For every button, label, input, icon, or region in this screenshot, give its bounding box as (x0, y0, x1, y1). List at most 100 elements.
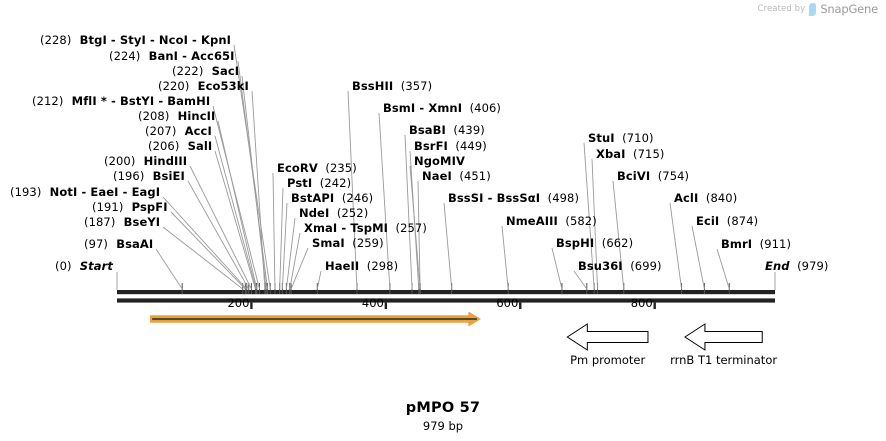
enzyme-position: (196) (113, 169, 145, 183)
enzyme-label[interactable]: NaeI (451) (422, 170, 491, 183)
enzyme-label[interactable]: SmaI (259) (312, 237, 384, 250)
enzyme-position: (222) (172, 64, 204, 78)
enzyme-label[interactable]: (220) Eco53kI (158, 80, 249, 93)
enzyme-position: (699) (622, 259, 662, 273)
snapgene-watermark: Created by SnapGene (757, 2, 879, 16)
enzyme-name: AccI (176, 124, 212, 138)
ruler-tick-label: 600 (496, 296, 519, 310)
enzyme-name: BssHII (352, 79, 394, 93)
enzyme-name: BsmI - XmnI (383, 101, 463, 115)
enzyme-label[interactable]: NdeI (252) (299, 207, 368, 220)
enzyme-label[interactable]: (187) BseYI (84, 216, 160, 229)
enzyme-name: BsiEI (144, 169, 185, 183)
enzyme-position: (235) (317, 161, 357, 175)
enzyme-position: (212) (32, 94, 64, 108)
enzyme-name: MflI * - BstYI - BamHI (63, 94, 211, 108)
enzyme-label[interactable]: BciVI (754) (617, 170, 689, 183)
enzyme-label[interactable]: (207) AccI (145, 125, 212, 138)
enzyme-name: XmaI - TspMI (304, 221, 388, 235)
enzyme-position: (224) (109, 49, 141, 63)
enzyme-position: (257) (388, 221, 427, 235)
enzyme-name: Bsu36I (578, 259, 623, 273)
enzyme-name: EcoRV (277, 161, 318, 175)
enzyme-position: (582) (557, 214, 597, 228)
promoter-arrow (566, 323, 649, 351)
enzyme-label[interactable]: (228) BtgI - StyI - NcoI - KpnI (40, 34, 231, 47)
enzyme-label[interactable]: (208) HincII (138, 110, 215, 123)
enzyme-label[interactable]: BssHII (357) (352, 80, 432, 93)
watermark-created-by-label: Created by (757, 4, 806, 14)
enzyme-name: HindIII (135, 154, 188, 168)
enzyme-position: (252) (329, 206, 369, 220)
enzyme-label[interactable]: EciI (874) (696, 215, 758, 228)
enzyme-name: NgoMIV (414, 154, 465, 168)
enzyme-name: BssSI - BssSαI (448, 191, 541, 205)
enzyme-position: (710) (614, 131, 654, 145)
enzyme-name: XbaI (596, 147, 626, 161)
enzyme-label[interactable]: (206) SalI (148, 140, 212, 153)
enzyme-name: SalI (179, 139, 213, 153)
plasmid-title: pMPO 57 (405, 400, 481, 416)
enzyme-label[interactable]: BspHI (662) (556, 237, 633, 250)
enzyme-label[interactable]: Bsu36I (699) (578, 260, 662, 273)
enzyme-position: (259) (344, 236, 384, 250)
enzyme-position: (840) (698, 191, 738, 205)
terminator-arrow (684, 323, 763, 351)
feature-caption[interactable]: rrnB T1 terminator (670, 353, 778, 367)
enzyme-label[interactable]: XmaI - TspMI (257) (304, 222, 427, 235)
enzyme-position: (754) (650, 169, 690, 183)
enzyme-position: (357) (393, 79, 433, 93)
enzyme-label[interactable]: BsaBI (439) (409, 124, 485, 137)
enzyme-position: (220) (158, 79, 190, 93)
end-position: (979) (789, 259, 829, 273)
enzyme-label[interactable]: (200) HindIII (104, 155, 187, 168)
orf-arrow (150, 311, 481, 327)
enzyme-position: (439) (445, 123, 485, 137)
enzyme-label[interactable]: BmrI (911) (721, 238, 791, 251)
enzyme-label[interactable]: BsrFI (449) (414, 140, 487, 153)
enzyme-position: (242) (312, 176, 352, 190)
end-name: End (765, 259, 790, 273)
enzyme-label[interactable]: (97) BsaAI (84, 238, 153, 251)
enzyme-label[interactable]: BssSI - BssSαI (498) (448, 192, 579, 205)
enzyme-name: SmaI (312, 236, 345, 250)
enzyme-name: NmeAIII (506, 214, 558, 228)
enzyme-label[interactable]: (222) SacI (172, 65, 239, 78)
enzyme-label[interactable]: BsmI - XmnI (406) (383, 102, 501, 115)
enzyme-name: BtgI - StyI - NcoI - KpnI (71, 33, 232, 47)
enzyme-label[interactable]: (191) PspFI (92, 201, 168, 214)
enzyme-label[interactable]: AclI (840) (674, 192, 737, 205)
enzyme-label[interactable]: (196) BsiEI (113, 170, 185, 183)
enzyme-label[interactable]: XbaI (715) (596, 148, 664, 161)
enzyme-label[interactable]: PstI (242) (287, 177, 351, 190)
enzyme-position: (874) (719, 214, 759, 228)
enzyme-label[interactable]: StuI (710) (588, 132, 654, 145)
enzyme-position: (715) (625, 147, 665, 161)
enzyme-name: NaeI (422, 169, 452, 183)
ruler-tick-label: 800 (630, 296, 653, 310)
enzyme-name: BsrFI (414, 139, 448, 153)
feature-caption[interactable]: Pm promoter (570, 353, 646, 367)
enzyme-label[interactable]: NgoMIV (414, 155, 465, 168)
enzyme-position: (662) (594, 236, 634, 250)
enzyme-label[interactable]: HaeII (298) (325, 260, 398, 273)
enzyme-label[interactable]: NmeAIII (582) (506, 215, 597, 228)
enzyme-name: BsaBI (409, 123, 446, 137)
enzyme-name: BstAPI (291, 191, 335, 205)
enzyme-label[interactable]: (212) MflI * - BstYI - BamHI (32, 95, 210, 108)
enzyme-label[interactable]: (224) BanI - Acc65I (109, 50, 235, 63)
enzyme-position: (451) (451, 169, 491, 183)
enzyme-name: Eco53kI (189, 79, 249, 93)
enzyme-position: (298) (359, 259, 399, 273)
enzyme-name: SacI (203, 64, 240, 78)
enzyme-name: StuI (588, 131, 615, 145)
enzyme-name: EciI (696, 214, 720, 228)
enzyme-position: (191) (92, 200, 124, 214)
snapgene-logo-icon (809, 2, 817, 16)
enzyme-label[interactable]: (193) NotI - EaeI - EagI (10, 186, 160, 199)
enzyme-label[interactable]: EcoRV (235) (277, 162, 357, 175)
end-label: End (979) (765, 260, 829, 273)
enzyme-label[interactable]: BstAPI (246) (291, 192, 373, 205)
enzyme-name: BsaAI (108, 237, 154, 251)
plasmid-length-label: 979 bp (422, 419, 464, 433)
